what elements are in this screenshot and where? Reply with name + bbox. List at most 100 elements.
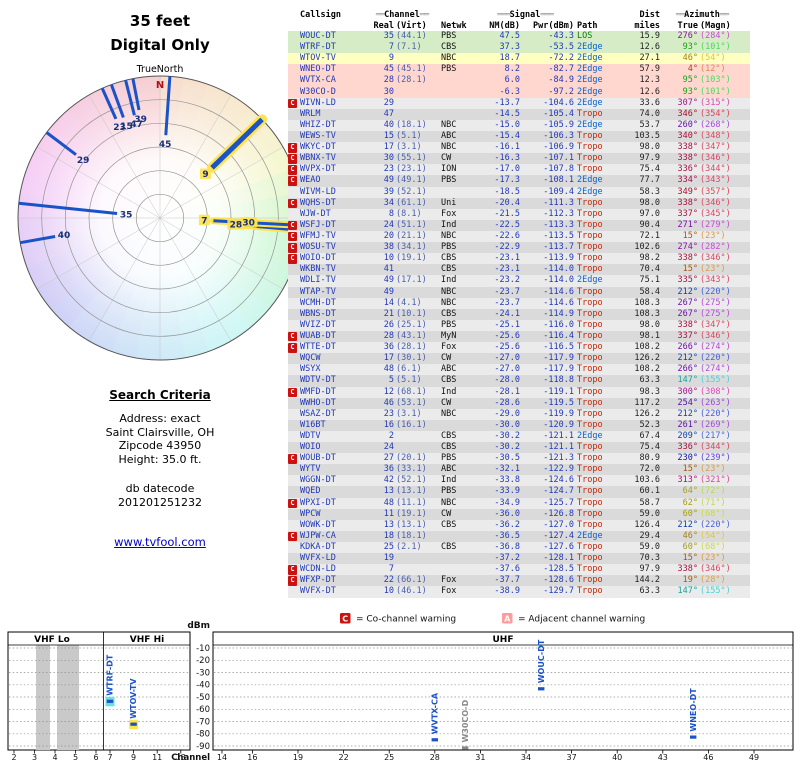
callsign-link[interactable]: WOSU-TV [300, 242, 336, 253]
azimuth-magnetic-cell: (321°) [700, 475, 731, 486]
callsign-link[interactable]: WIVN-LD [300, 97, 336, 108]
callsign-link[interactable]: WVFX-DT [300, 586, 336, 597]
real-channel-cell: 27 [383, 453, 394, 464]
callsign-link[interactable]: WOIO-DT [300, 253, 336, 264]
table-row: C WVPX-DT 23 (23.1) ION -17.0 -107.8 Tropo 75.4 3… [288, 164, 750, 176]
callsign-link[interactable]: WEWS-TV [300, 130, 336, 141]
radar-station-label: 15 [120, 122, 133, 132]
virtual-channel-cell: (51.1) [396, 219, 427, 230]
virtual-channel-cell: (6.1) [396, 364, 422, 375]
radar-station-label: 30 [242, 219, 255, 229]
callsign-link[interactable]: WTTE-DT [300, 342, 336, 353]
signal-marker [690, 735, 697, 739]
azimuth-magnetic-cell: (345°) [700, 208, 731, 219]
callsign-link[interactable]: WVFX-LD [300, 553, 336, 564]
callsign-link[interactable]: WUAB-DT [300, 330, 336, 341]
callsign-link[interactable]: WOIO [300, 442, 321, 453]
path-cell: 2Edge [577, 119, 603, 130]
real-channel-cell: 17 [383, 142, 394, 153]
co-channel-warning-icon: C [288, 331, 297, 342]
callsign-link[interactable]: WCMH-DT [300, 297, 336, 308]
callsign-link[interactable]: WQCW [300, 353, 321, 364]
callsign-link[interactable]: WVIZ-DT [300, 319, 336, 330]
real-channel-cell: 18 [383, 530, 394, 541]
table-row: WOWK-DT 13 (13.1) CBS -36.2 -127.0 Tropo 126.4 2… [288, 519, 750, 531]
callsign-link[interactable]: WBNS-DT [300, 308, 336, 319]
callsign-link[interactable]: WOUC-DT [300, 31, 336, 41]
callsign-link[interactable]: WSYX [300, 364, 321, 375]
callsign-link[interactable]: WGGN-DT [300, 475, 336, 486]
co-channel-warning-icon: C [288, 176, 297, 186]
callsign-link[interactable]: WDTV-DT [300, 375, 336, 386]
real-channel-cell: 46 [383, 397, 394, 408]
callsign-link[interactable]: WPXI-DT [300, 497, 336, 508]
callsign-link[interactable]: WTAP-TV [300, 286, 336, 297]
callsign-link[interactable]: KDKA-DT [300, 542, 336, 553]
callsign-link[interactable]: WWHO-DT [300, 397, 336, 408]
callsign-link[interactable]: WBNX-TV [300, 153, 336, 164]
table-row: WVFX-DT 10 (46.1) Fox -38.9 -129.7 Tropo 63.3 14… [288, 586, 750, 598]
path-cell: Tropo [577, 386, 603, 397]
warning-cell: C [288, 387, 300, 398]
callsign-link[interactable]: WEAO [300, 175, 321, 186]
callsign-link[interactable]: WYTV [300, 464, 321, 475]
azimuth-magnetic-cell: (263°) [700, 397, 731, 408]
search-criteria: Search Criteria Address: exact Saint Cla… [0, 388, 320, 549]
callsign-link[interactable]: WJW-DT [300, 208, 331, 219]
callsign-link[interactable]: WTOV-TV [300, 53, 336, 64]
path-cell: Tropo [577, 319, 603, 330]
callsign-link[interactable]: WCDN-LD [300, 564, 336, 575]
callsign-link[interactable]: WMFD-DT [300, 386, 336, 397]
callsign-link[interactable]: WQHS-DT [300, 197, 336, 208]
nm-cell: -36.5 [494, 530, 520, 541]
network-cell: PBS [441, 31, 457, 41]
callsign-link[interactable]: WSFJ-DT [300, 219, 336, 230]
callsign-link[interactable]: WOUB-DT [300, 453, 336, 464]
callsign-link[interactable]: WTRF-DT [300, 42, 336, 53]
callsign-link[interactable]: WDLI-TV [300, 275, 336, 286]
callsign-link[interactable]: WQED [300, 486, 321, 497]
azimuth-true-cell: 300° [677, 386, 698, 397]
azimuth-magnetic-cell: (347°) [700, 319, 731, 330]
real-channel-cell: 14 [383, 297, 394, 308]
callsign-link[interactable]: WFMJ-TV [300, 230, 336, 241]
callsign-link[interactable]: WOWK-DT [300, 519, 336, 530]
callsign-link[interactable]: WPCW [300, 508, 321, 519]
distance-cell: 108.2 [634, 342, 660, 353]
network-cell: NBC [441, 497, 457, 508]
callsign-link[interactable]: WRLM [300, 108, 321, 119]
callsign-link[interactable]: WIVM-LD [300, 186, 336, 197]
distance-cell: 12.6 [639, 42, 660, 53]
channel-tick-label: 9 [131, 753, 136, 762]
callsign-link[interactable]: WKBN-TV [300, 264, 336, 275]
callsign-link[interactable]: WVPX-DT [300, 164, 336, 175]
channel-tick-label: 34 [521, 753, 531, 762]
callsign-link[interactable]: W16BT [300, 419, 326, 430]
real-channel-cell: 23 [383, 164, 394, 175]
callsign-link[interactable]: WNEO-DT [300, 64, 336, 75]
nm-cell: -13.7 [494, 97, 520, 108]
path-cell: Tropo [577, 308, 603, 319]
callsign-link[interactable]: WFXP-DT [300, 575, 336, 586]
callsign-link[interactable]: WKYC-DT [300, 142, 336, 153]
tvfool-link[interactable]: www.tvfool.com [114, 535, 206, 549]
dbm-tick-label: -80 [196, 730, 210, 740]
callsign-link[interactable]: WDTV [300, 430, 321, 441]
azimuth-true-cell: 334° [677, 175, 698, 186]
nm-cell: -37.2 [494, 553, 520, 564]
warning-cell: C [288, 331, 300, 342]
virtual-channel-cell: (17.1) [396, 275, 427, 286]
table-row: C WFMJ-TV 20 (21.1) NBC -22.6 -113.5 Tropo 72.1 1… [288, 230, 750, 243]
callsign-link[interactable]: W30CO-D [300, 86, 336, 97]
warning-cell: C [288, 142, 300, 153]
warning-cell: C [288, 498, 300, 509]
callsign-link[interactable]: WVTX-CA [300, 75, 336, 86]
callsign-link[interactable]: WHIZ-DT [300, 119, 336, 130]
callsign-link[interactable]: WSAZ-DT [300, 408, 336, 419]
callsign-link[interactable]: WJPW-CA [300, 530, 336, 541]
path-cell: 2Edge [577, 97, 603, 108]
virtual-channel-cell: (21.1) [396, 230, 427, 241]
virtual-channel-cell: (43.1) [396, 330, 427, 341]
real-channel-cell: 39 [383, 186, 394, 197]
azimuth-true-cell: 60° [682, 508, 698, 519]
